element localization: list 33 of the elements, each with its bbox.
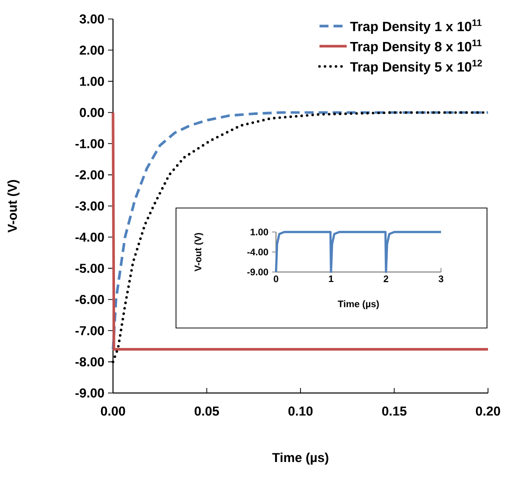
y-tick-label: -4.00 (247, 248, 268, 256)
legend-label: Trap Density 8 x 10$^{11}$ (350, 40, 482, 54)
legend-label: Trap Density 1 x 10$^{11}$ (350, 19, 482, 34)
x-tick-label: 2 (384, 276, 388, 282)
x-tick-label: 0.10 (288, 406, 313, 416)
y-tick-label: 3.00 (80, 14, 104, 24)
y-tick-label: -3.00 (75, 201, 104, 211)
y-axis-title: V-out (V) (7, 180, 20, 233)
y-tick-label: 0.00 (80, 108, 104, 118)
y-tick-label: 1.00 (80, 76, 104, 86)
x-axis-title: Time (µs) (338, 300, 379, 310)
x-tick-label: 0.20 (476, 406, 500, 416)
y-tick-label: 2.00 (80, 46, 104, 55)
y-tick-label: -9.00 (247, 268, 268, 276)
y-tick-label: -5.00 (75, 264, 104, 273)
x-axis-title: Time (µs) (272, 452, 328, 465)
y-tick-label: -2.00 (75, 170, 104, 180)
x-tick-label: 0.00 (100, 406, 126, 416)
x-tick-label: 0.05 (194, 406, 219, 416)
x-tick-label: 0 (274, 276, 278, 282)
line-series (274, 230, 442, 274)
y-tick-label: -6.00 (75, 294, 104, 304)
y-tick-label: -7.00 (75, 326, 104, 336)
y-tick-label: -1.00 (75, 139, 104, 148)
x-tick-label: 3 (438, 276, 444, 282)
y-tick-label: 1.00 (250, 228, 268, 236)
legend-label: Trap Density 5 x 10$^{12}$ (350, 60, 482, 74)
y-tick-label: -8.00 (75, 357, 104, 366)
x-tick-label: 0.15 (382, 406, 406, 416)
y-axis-title: V-out (V) (194, 233, 204, 272)
x-tick-label: 1 (328, 276, 334, 282)
y-tick-label: -9.00 (75, 388, 104, 398)
y-tick-label: -4.00 (75, 232, 104, 242)
